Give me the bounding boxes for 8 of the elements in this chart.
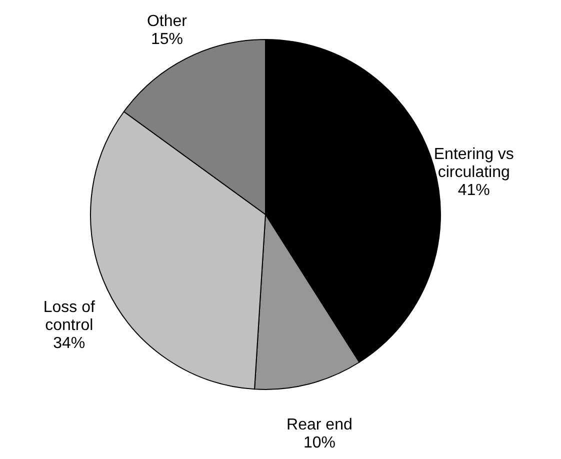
- slice-label: Other: [146, 13, 188, 30]
- data-label: 10%: [303, 434, 336, 452]
- data-label: 15%: [150, 31, 183, 48]
- slice-label: Rear end: [286, 416, 352, 434]
- data-label: 34%: [53, 334, 86, 352]
- slice-label: Entering vs circulating: [434, 146, 514, 181]
- slice-label: Loss of control: [43, 298, 96, 334]
- data-label: 41%: [458, 182, 490, 199]
